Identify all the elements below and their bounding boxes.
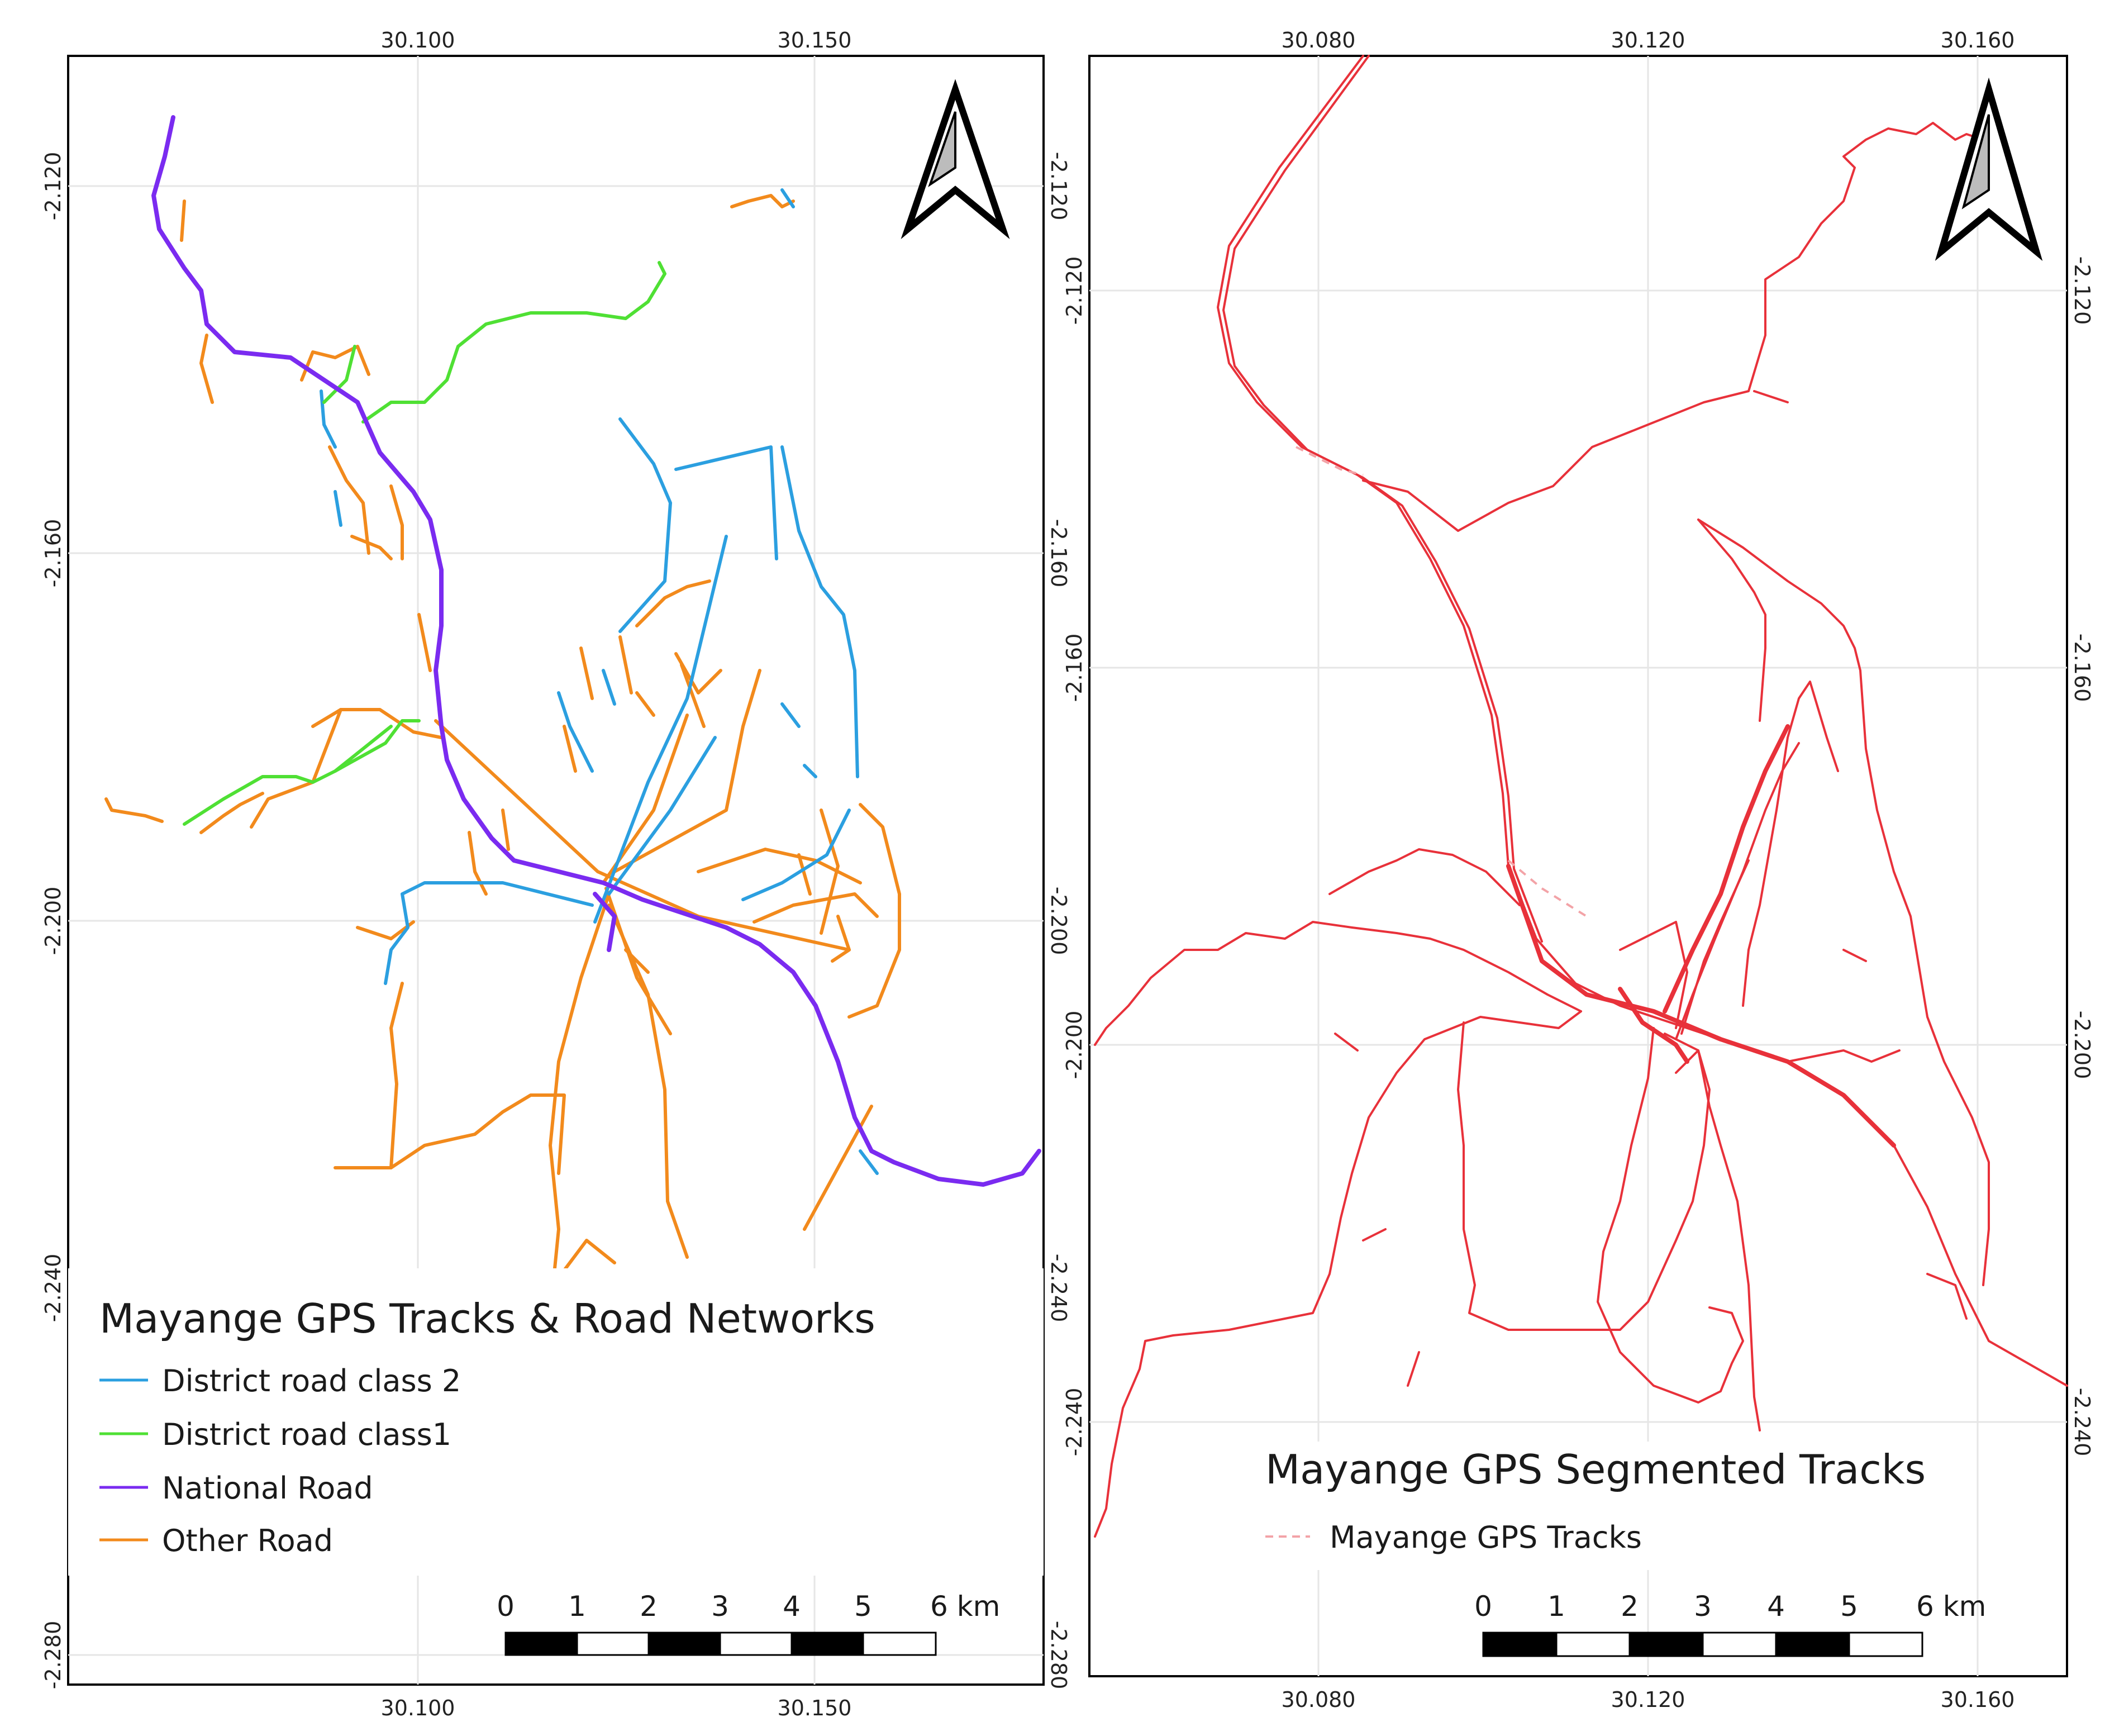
right-scale-label-6: 6 km (1916, 1590, 1986, 1623)
right-scale-bar: 0 1 2 3 4 5 6 km (1474, 1590, 1986, 1657)
left-bottom-tick-1: 30.100 (381, 1696, 455, 1720)
left-top-tick-1: 30.100 (381, 28, 455, 53)
left-lat-tick-4: -2.240 (41, 1254, 65, 1323)
left-scale-label-1: 1 (568, 1590, 586, 1623)
left-lat-right-tick-4: -2.240 (1046, 1254, 1071, 1323)
left-scale-label-6: 6 km (930, 1590, 1000, 1623)
left-scale-label-5: 5 (854, 1590, 872, 1623)
right-scale-label-4: 4 (1767, 1590, 1785, 1623)
right-legend-box (1240, 1442, 1855, 1570)
gps-tracks-dense (1506, 724, 1896, 1148)
left-lat-right-tick-2: -2.160 (1046, 519, 1071, 588)
other-roads (104, 194, 901, 1287)
left-lat-right-tick-3: -2.200 (1046, 887, 1071, 955)
right-legend-title: Mayange GPS Segmented Tracks (1265, 1446, 1926, 1493)
left-scale-label-0: 0 (497, 1590, 515, 1623)
left-scale-bar: 0 1 2 3 4 5 6 km (497, 1590, 1000, 1656)
legend-label-district-class1: District road class1 (162, 1417, 451, 1452)
right-lat-tick-4: -2.240 (1062, 1388, 1087, 1457)
left-scale-label-2: 2 (640, 1590, 658, 1623)
left-legend-box (68, 1268, 1044, 1576)
right-scale-label-5: 5 (1840, 1590, 1858, 1623)
right-bottom-tick-1: 30.080 (1282, 1687, 1356, 1712)
left-legend-title: Mayange GPS Tracks & Road Networks (99, 1295, 875, 1342)
left-lat-tick-5: -2.280 (41, 1621, 65, 1690)
legend-label-district-class2: District road class 2 (162, 1363, 461, 1399)
right-top-tick-2: 30.120 (1611, 28, 1685, 53)
right-scale-label-3: 3 (1694, 1590, 1712, 1623)
right-lat-right-tick-3: -2.200 (2070, 1011, 2094, 1079)
right-lat-tick-3: -2.200 (1062, 1011, 1087, 1079)
north-arrow-icon (901, 79, 1010, 240)
right-map-grid (1089, 56, 2067, 1676)
right-bottom-tick-3: 30.160 (1941, 1687, 2015, 1712)
right-lat-tick-2: -2.160 (1062, 634, 1087, 702)
district-road-class1 (183, 261, 666, 826)
legend-label-gps-tracks: Mayange GPS Tracks (1330, 1520, 1642, 1555)
right-map: Mayange GPS Segmented Tracks Mayange GPS… (1062, 28, 2094, 1712)
right-scale-label-2: 2 (1621, 1590, 1639, 1623)
right-map-frame (1088, 55, 2068, 1677)
left-lat-right-tick-1: -2.120 (1046, 152, 1071, 221)
left-lat-tick-2: -2.160 (41, 519, 65, 588)
gps-tracks-dashed (1296, 446, 1588, 917)
right-lat-tick-1: -2.120 (1062, 256, 1087, 325)
right-lat-right-tick-1: -2.120 (2070, 256, 2094, 325)
left-lat-tick-3: -2.200 (41, 887, 65, 955)
right-lat-right-tick-4: -2.240 (2070, 1388, 2094, 1457)
left-top-tick-2: 30.150 (778, 28, 852, 53)
north-arrow-icon (1935, 77, 2043, 261)
left-scale-label-4: 4 (783, 1590, 801, 1623)
left-scale-label-3: 3 (711, 1590, 729, 1623)
legend-label-national-road: National Road (162, 1471, 373, 1506)
district-road-class2 (320, 188, 879, 1175)
left-lat-tick-1: -2.120 (41, 152, 65, 221)
national-road (151, 115, 1041, 1187)
legend-label-other-road: Other Road (162, 1523, 333, 1558)
left-lat-right-tick-5: -2.280 (1046, 1621, 1071, 1690)
left-bottom-tick-2: 30.150 (778, 1696, 852, 1720)
right-bottom-tick-2: 30.120 (1611, 1687, 1685, 1712)
left-map: Mayange GPS Tracks & Road Networks Distr… (41, 28, 1071, 1720)
right-scale-label-1: 1 (1547, 1590, 1565, 1623)
right-top-tick-1: 30.080 (1282, 28, 1356, 53)
right-scale-label-0: 0 (1474, 1590, 1492, 1623)
right-top-tick-3: 30.160 (1941, 28, 2015, 53)
right-lat-right-tick-2: -2.160 (2070, 634, 2094, 702)
